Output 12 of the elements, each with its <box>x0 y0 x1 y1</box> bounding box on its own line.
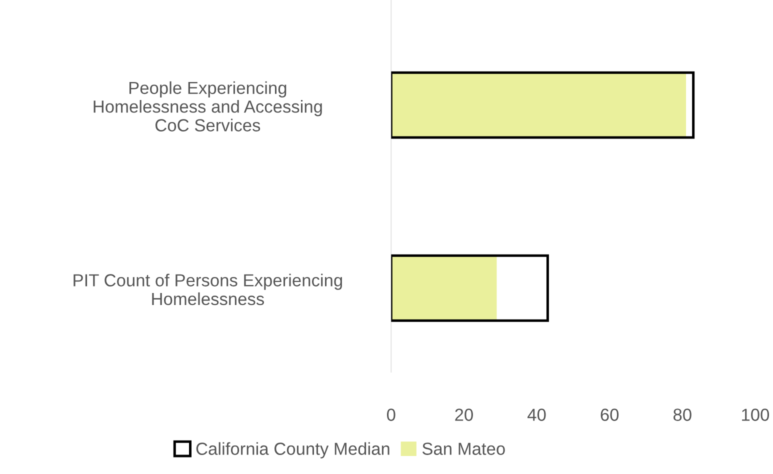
y-tick-label: People Experiencing Homelessness and Accessing CoC Services <box>94 81 322 132</box>
x-tick-label: 100 <box>742 408 770 421</box>
x-tick-label: 80 <box>674 408 692 421</box>
bar <box>391 254 549 322</box>
legend-label: San Mateo <box>422 442 505 455</box>
x-tick-label: 40 <box>528 408 546 421</box>
legend-label: California County Median <box>196 442 390 458</box>
bar <box>391 256 497 321</box>
x-tick-label: 60 <box>600 408 619 421</box>
x-tick-label: 0 <box>386 408 396 421</box>
x-tick-label: 20 <box>455 408 473 421</box>
y-tick-label: PIT Count of Persons Experiencing Homelessness <box>74 274 342 306</box>
